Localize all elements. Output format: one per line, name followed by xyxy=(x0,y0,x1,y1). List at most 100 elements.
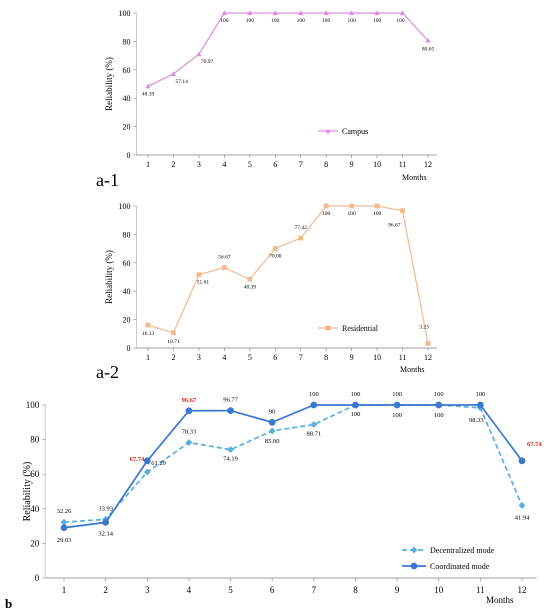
data-point xyxy=(323,10,329,16)
series-coordinated-mode: 29.03 32.14 67.74 96.67 96.77 90 100 100 100 100 1… xyxy=(57,391,543,544)
x-tick-label: 11 xyxy=(399,160,407,169)
x-tick-label: 5 xyxy=(248,353,252,362)
data-point xyxy=(425,341,431,346)
data-point xyxy=(60,524,68,532)
y-tick-label: 40 xyxy=(123,287,131,296)
y-tick-label: 100 xyxy=(119,202,131,211)
x-tick-label: 5 xyxy=(228,585,233,595)
legend-label: Residential xyxy=(342,324,379,333)
data-point xyxy=(60,518,68,526)
data-point xyxy=(476,401,484,409)
data-label: 80.65 xyxy=(422,46,435,52)
x-tick-label: 8 xyxy=(324,353,328,362)
data-label: 78.33 xyxy=(182,428,197,435)
data-label: 100 xyxy=(475,391,485,398)
data-point xyxy=(227,446,234,454)
series-campus: 48.39 57.14 70.97 100 100 100 100 100 100 100 100 8… xyxy=(142,10,435,97)
legend-marker xyxy=(410,546,418,554)
y-tick-label: 20 xyxy=(30,538,40,548)
y-axis-title: Reliability (%) xyxy=(104,250,114,304)
x-tick-label: 6 xyxy=(273,353,277,362)
data-label: 33.93 xyxy=(98,505,113,512)
data-label: 48.39 xyxy=(244,284,257,290)
data-point xyxy=(298,235,304,241)
x-tick-label: 8 xyxy=(353,585,358,595)
x-tick-label: 7 xyxy=(312,585,317,595)
data-label: 100 xyxy=(246,18,255,24)
data-point xyxy=(268,418,276,426)
series-line xyxy=(63,404,523,524)
data-label: 100 xyxy=(322,211,331,217)
data-label: 96.67 xyxy=(182,397,197,404)
series-line xyxy=(147,205,429,344)
data-label: 56.67 xyxy=(218,255,231,261)
legend-label: Campus xyxy=(342,127,368,136)
x-tick-label: 10 xyxy=(434,585,444,595)
data-point xyxy=(518,502,526,509)
y-tick-label: 80 xyxy=(123,230,131,239)
legend-item: Decentralized mode xyxy=(402,546,495,555)
data-label: 10.71 xyxy=(167,339,180,345)
data-label: 100 xyxy=(220,18,229,24)
x-axis-title: Months xyxy=(402,173,426,182)
data-point xyxy=(145,83,151,89)
data-point xyxy=(310,421,318,428)
data-point xyxy=(143,468,151,476)
data-label: 90 xyxy=(269,408,276,415)
y-tick-label: 60 xyxy=(123,66,131,75)
data-label: 32.14 xyxy=(98,530,113,537)
data-point xyxy=(425,37,431,43)
data-point xyxy=(247,10,253,16)
y-tick-label: 80 xyxy=(30,435,40,445)
data-point xyxy=(196,51,202,57)
data-point xyxy=(102,518,110,526)
y-tick-label: 20 xyxy=(123,316,131,325)
x-tick-label: 1 xyxy=(62,585,67,595)
data-label: 70.00 xyxy=(269,254,282,260)
legend-marker xyxy=(325,128,331,134)
y-tick-label: 100 xyxy=(119,9,131,18)
y-tick-label: 60 xyxy=(123,259,131,268)
legend-item: Coordinated mode xyxy=(402,562,490,571)
legend-item: Campus xyxy=(318,127,368,136)
x-tick-label: 9 xyxy=(350,353,354,362)
data-label: 100 xyxy=(373,211,382,217)
data-label: 100 xyxy=(297,18,306,24)
series-residential: 16.13 10.71 51.61 56.67 48.39 70.00 77.42 100 10… xyxy=(142,203,431,346)
panel-label: b xyxy=(5,596,12,611)
legend-marker xyxy=(410,562,418,570)
x-axis-title: Months xyxy=(400,365,424,374)
data-label: 61.29 xyxy=(151,460,166,467)
y-axis-title: Reliability (%) xyxy=(22,462,33,522)
x-tick-label: 10 xyxy=(373,160,381,169)
x-tick-label: 3 xyxy=(197,160,201,169)
data-label: 77.42 xyxy=(295,225,308,231)
data-point xyxy=(145,322,151,328)
x-tick-label: 6 xyxy=(270,585,275,595)
x-tick-label: 12 xyxy=(424,353,432,362)
data-label: 67.74 xyxy=(527,441,542,448)
legend-item: Residential xyxy=(318,324,379,333)
x-tick-label: 4 xyxy=(222,353,226,362)
data-label: 100 xyxy=(373,18,382,24)
data-label: 100 xyxy=(271,18,280,24)
data-label: 100 xyxy=(351,411,361,418)
data-point xyxy=(221,265,227,270)
data-point xyxy=(298,10,304,16)
series-decentralized-mode: 32.26 33.93 61.29 78.33 74.19 85.00 88.71 100 10… xyxy=(57,401,530,526)
y-axis-title: Reliability (%) xyxy=(104,57,114,111)
data-point xyxy=(374,10,380,16)
legend-label: Coordinated mode xyxy=(430,562,490,571)
series-line xyxy=(147,12,429,87)
x-tick-label: 3 xyxy=(145,585,150,595)
y-tick-label: 40 xyxy=(123,94,131,103)
data-label: 100 xyxy=(434,412,444,419)
y-tick-label: 40 xyxy=(30,504,40,514)
data-label: 96.77 xyxy=(223,397,238,404)
legend-label: Decentralized mode xyxy=(430,546,495,555)
data-label: 3.23 xyxy=(419,324,429,330)
data-point xyxy=(323,203,329,209)
data-label: 100 xyxy=(396,18,405,24)
data-point xyxy=(435,401,443,409)
